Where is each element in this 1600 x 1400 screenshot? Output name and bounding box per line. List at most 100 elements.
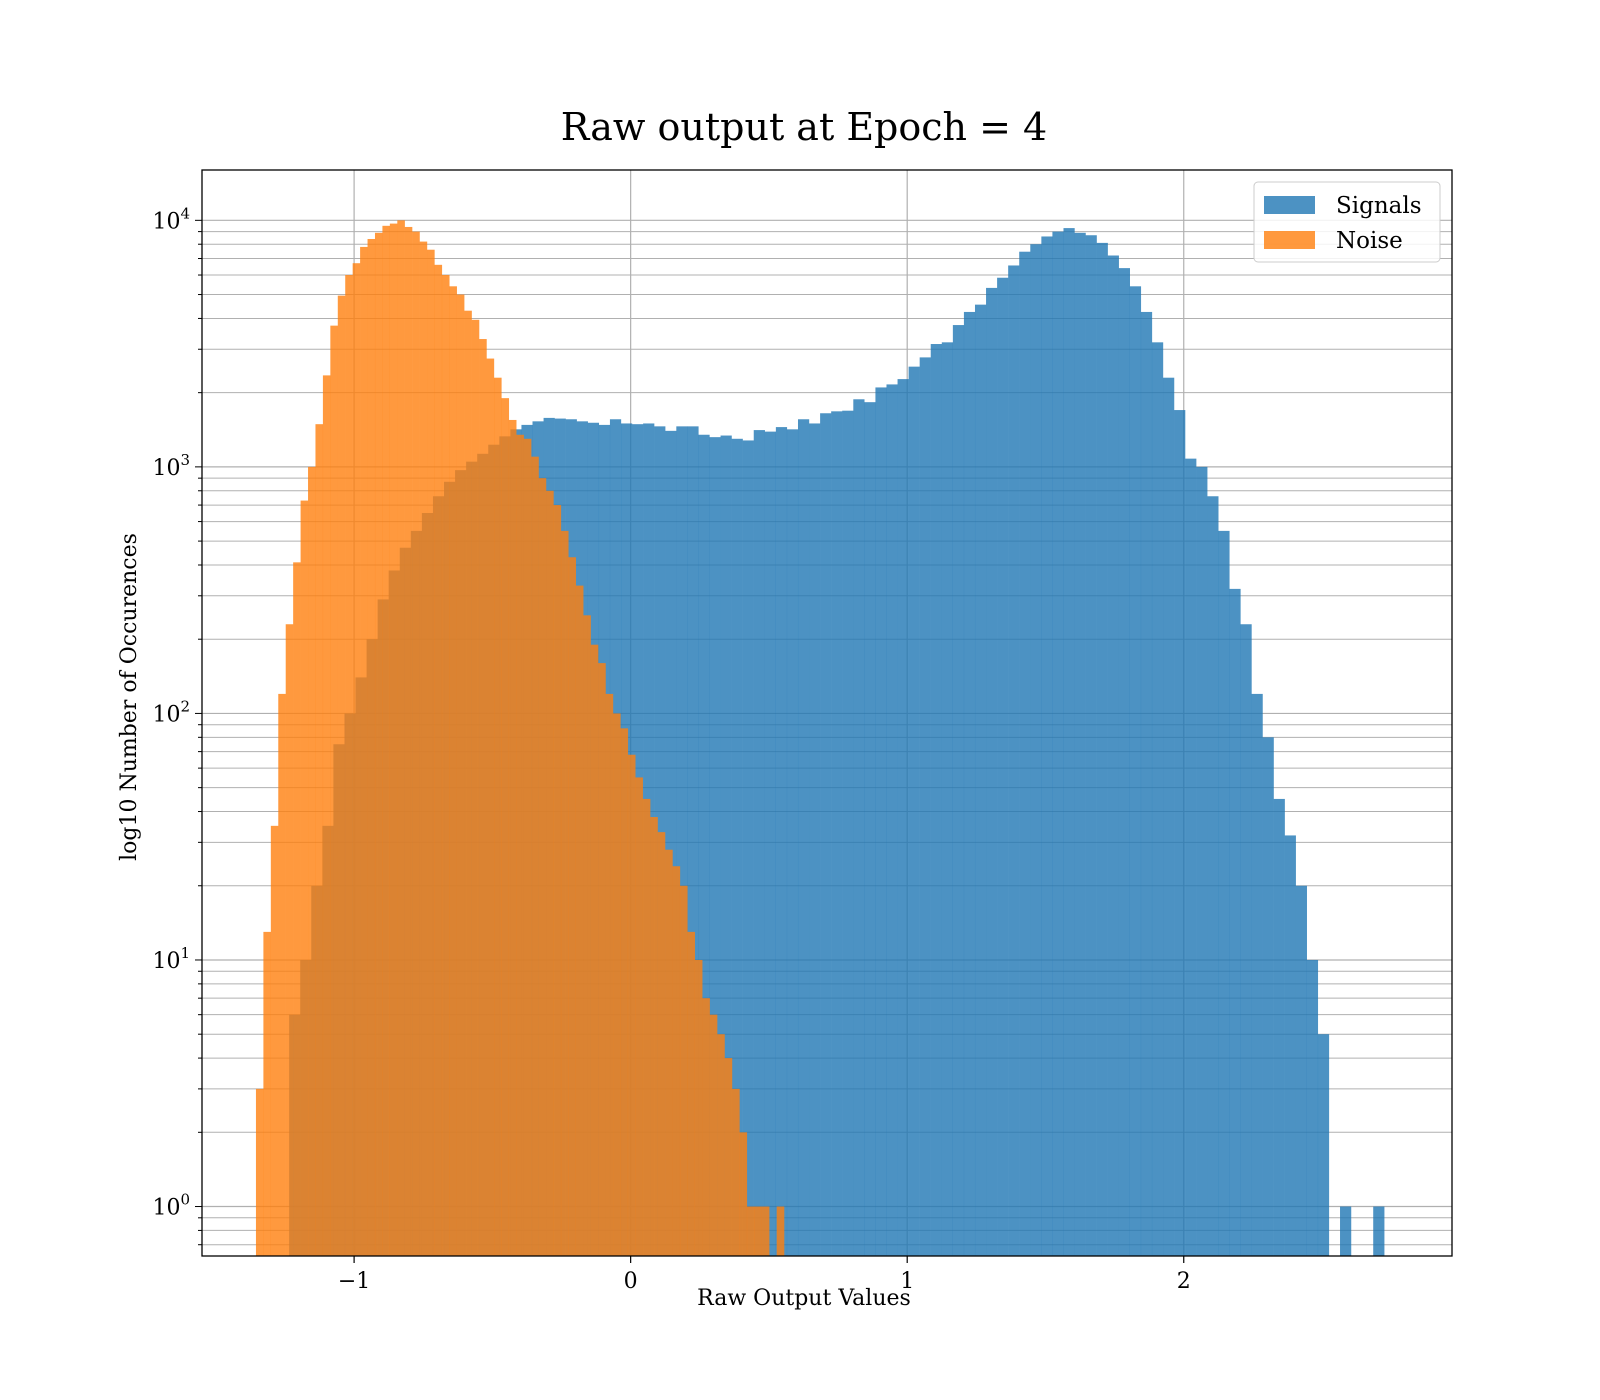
histogram-bar [471, 319, 480, 1256]
histogram-bar [1129, 286, 1142, 1256]
histogram-bar [494, 377, 502, 1256]
x-tick-label: 0 [624, 1269, 638, 1294]
histogram-bar [742, 440, 754, 1256]
histogram-bar [952, 325, 965, 1256]
histogram-bar [717, 1034, 725, 1256]
histogram-bar [1096, 242, 1108, 1256]
histogram-bar [1107, 255, 1119, 1256]
histogram-bar [1284, 835, 1296, 1256]
histogram-bar [761, 1206, 770, 1256]
histogram-bar [1174, 410, 1186, 1256]
histogram-bar [853, 399, 865, 1257]
histogram-bar [1030, 244, 1042, 1256]
histogram-bar [635, 777, 643, 1256]
histogram-bar [908, 366, 920, 1257]
histogram-bar [842, 410, 854, 1256]
histogram-bar [464, 310, 472, 1256]
histogram-bar [930, 344, 942, 1256]
histogram-bar [702, 998, 710, 1256]
histogram-bar [1218, 530, 1230, 1256]
histogram-bar [382, 225, 391, 1256]
y-tick-label: 100 [152, 1191, 190, 1221]
histogram-bar [963, 311, 976, 1256]
histogram-bar [698, 434, 710, 1256]
histogram-bar [720, 435, 732, 1257]
histogram-bar [345, 275, 353, 1257]
x-tick-label: −1 [338, 1269, 370, 1294]
histogram-bar [820, 413, 832, 1256]
histogram-bar [941, 342, 954, 1256]
histogram-bar [1229, 588, 1241, 1256]
histogram-bar [657, 832, 666, 1256]
histogram-bar [1041, 236, 1053, 1256]
histogram-bar [300, 500, 309, 1256]
x-axis-label: Raw Output Values [697, 1286, 911, 1311]
y-tick-label: 102 [152, 697, 190, 727]
histogram-bar [568, 557, 576, 1256]
histogram-bar [404, 226, 413, 1257]
histogram-bar [1295, 885, 1307, 1256]
axes: −1 0 1 2 100 101 102 103 104 [152, 169, 1453, 1294]
histogram-bar [285, 624, 294, 1256]
histogram-bar [1273, 798, 1285, 1256]
histogram-bar [1008, 265, 1020, 1257]
histogram-bar [1140, 311, 1153, 1256]
legend: Signals Noise [1253, 181, 1441, 263]
histogram-bar [886, 384, 898, 1257]
y-axis-label: log10 Number of Occurences [117, 533, 142, 861]
histogram-bar [1052, 231, 1064, 1256]
histogram-bar [831, 411, 843, 1256]
histogram-bar [1063, 228, 1075, 1256]
histogram-bar [724, 1058, 733, 1256]
histogram-bar [1118, 268, 1130, 1256]
histogram-bar [974, 304, 987, 1256]
histogram-bar [746, 1206, 755, 1256]
histogram-bar [679, 885, 688, 1256]
histogram-bar [560, 530, 569, 1256]
histogram-bar [553, 505, 562, 1256]
histogram-bar [1317, 1034, 1330, 1256]
x-tick-label: 2 [1177, 1269, 1191, 1294]
histogram-bar [397, 220, 405, 1257]
histogram-bar [546, 490, 554, 1257]
histogram-bar [864, 402, 876, 1256]
histogram-bar [434, 264, 443, 1256]
histogram-bar [694, 959, 703, 1256]
histogram-bar [322, 375, 331, 1257]
y-tick-label: 104 [152, 204, 190, 234]
histogram-bar [665, 849, 673, 1256]
histogram-bar [1019, 251, 1031, 1256]
legend-swatch-signals [1264, 196, 1315, 214]
histogram-bar [786, 429, 799, 1256]
histogram-bar [642, 798, 651, 1256]
histogram-bar [531, 456, 539, 1256]
legend-label-noise: Noise [1336, 228, 1403, 254]
histogram-bar [731, 438, 743, 1256]
histogram-bar [270, 825, 279, 1256]
y-tick-label: 101 [152, 944, 190, 974]
histogram-bar [516, 434, 524, 1256]
histogram-bar [412, 231, 420, 1256]
histogram-bar [352, 263, 361, 1257]
histogram-bar [676, 426, 688, 1256]
histogram-bar [620, 728, 629, 1256]
chart-title: Raw output at Epoch = 4 [561, 105, 1047, 149]
histogram-bar [809, 423, 821, 1256]
histogram-bar [330, 325, 338, 1256]
x-tick-label: 1 [900, 1269, 914, 1294]
histogram-bar [1340, 1206, 1352, 1256]
histogram-bar [479, 339, 487, 1256]
legend-label-signals: Signals [1336, 193, 1422, 219]
histogram-bar [1151, 342, 1164, 1256]
histogram-bar [732, 1088, 740, 1256]
histogram-bar [308, 466, 316, 1256]
series-noise-bars [255, 220, 785, 1257]
histogram-bar [1251, 693, 1263, 1256]
histogram-bar [687, 426, 699, 1256]
histogram-bar [613, 713, 621, 1256]
histogram-bar [449, 286, 457, 1256]
histogram-bar [739, 1132, 748, 1256]
legend-swatch-noise [1264, 231, 1315, 249]
histogram-bar [650, 817, 658, 1256]
